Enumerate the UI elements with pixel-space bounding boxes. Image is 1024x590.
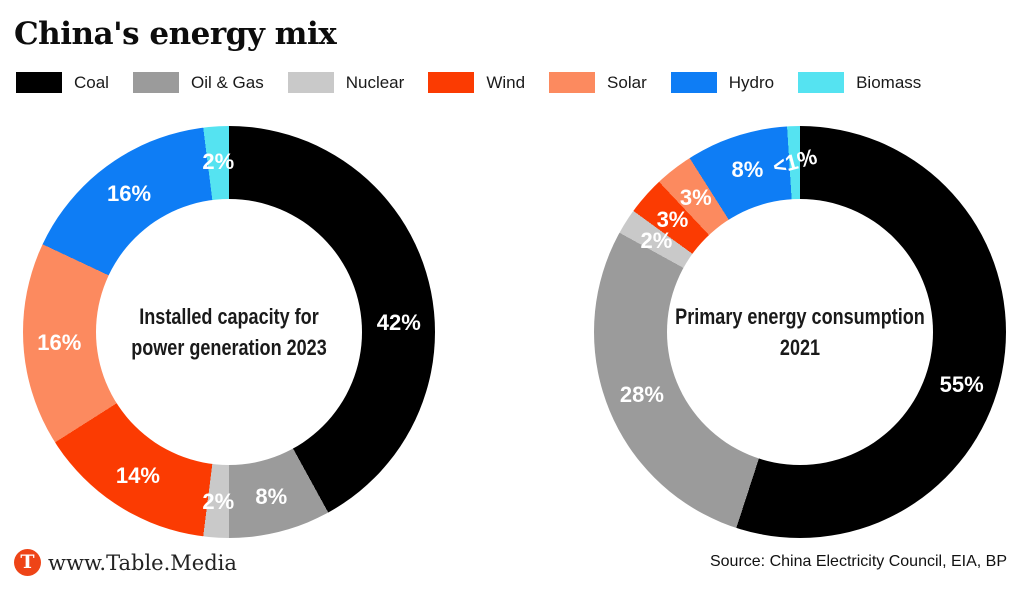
slice-label-oil-gas: 8%: [255, 483, 288, 509]
slice-label-nuclear: 2%: [640, 227, 673, 253]
slice-label-wind: 3%: [656, 206, 689, 232]
legend-label: Hydro: [728, 72, 775, 92]
legend-swatch-icon: [16, 72, 62, 93]
legend-item-coal: Coal: [16, 72, 109, 93]
legend-label: Wind: [486, 72, 526, 92]
page-title: China's energy mix: [14, 16, 337, 52]
slice-label-coal: 42%: [376, 310, 421, 336]
legend-label: Nuclear: [345, 72, 405, 92]
legend-label: Solar: [607, 72, 647, 92]
slice-label-biomass: 2%: [202, 149, 235, 175]
legend-item-nuclear: Nuclear: [287, 72, 405, 93]
slice-label-wind: 14%: [115, 462, 160, 488]
donut-hole: Primary energy consumption 2021: [667, 199, 933, 465]
legend-swatch-icon: [428, 72, 475, 93]
legend-swatch-icon: [287, 72, 334, 93]
legend-label: Biomass: [856, 72, 922, 92]
slice-label-solar: 16%: [37, 329, 82, 355]
donut-center-title: Installed capacity for power generation 2…: [131, 304, 327, 360]
legend-swatch-icon: [549, 72, 596, 93]
donut-hole: Installed capacity for power generation 2…: [96, 199, 362, 465]
legend-swatch-icon: [798, 72, 845, 93]
slice-label-hydro: 8%: [731, 157, 764, 183]
legend: Coal Oil & Gas Nuclear Wind Solar Hydro Biomas…: [16, 72, 945, 93]
legend-item-wind: Wind: [428, 72, 525, 93]
legend-swatch-icon: [132, 72, 179, 93]
legend-item-oil-gas: Oil & Gas: [132, 72, 264, 93]
donut-chart-primary-consumption: Primary energy consumption 2021 55% 28% 2% 3…: [594, 126, 1006, 538]
slice-label-solar: 3%: [679, 184, 712, 210]
donut-chart-installed-capacity: Installed capacity for power generation 2…: [23, 126, 435, 538]
slice-label-nuclear: 2%: [202, 488, 235, 514]
slice-label-coal: 55%: [939, 371, 984, 397]
brand-url: www.Table.Media: [48, 550, 237, 575]
legend-label: Oil & Gas: [190, 72, 264, 92]
legend-item-solar: Solar: [549, 72, 647, 93]
donut-center-title: Primary energy consumption 2021: [675, 304, 925, 360]
slice-label-oil-gas: 28%: [619, 381, 664, 407]
source-attribution: Source: China Electricity Council, EIA, …: [709, 553, 1007, 570]
brand-footer: T www.Table.Media: [14, 549, 237, 576]
legend-label: Coal: [74, 72, 109, 92]
slice-label-hydro: 16%: [107, 181, 152, 207]
legend-item-biomass: Biomass: [798, 72, 921, 93]
table-media-logo-icon: T: [14, 549, 41, 576]
legend-item-hydro: Hydro: [670, 72, 775, 93]
legend-swatch-icon: [670, 72, 717, 93]
